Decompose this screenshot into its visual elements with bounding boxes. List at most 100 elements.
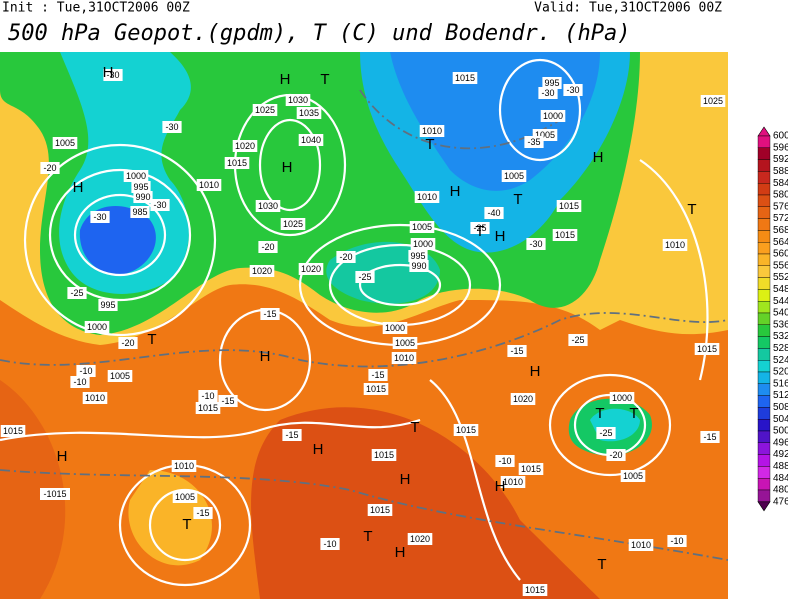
colorbar-label: 548 (773, 284, 788, 295)
isoline-label-box (224, 157, 250, 169)
colorbar-swatch (757, 241, 771, 255)
colorbar-swatch (757, 324, 771, 337)
isoline-label-box (470, 222, 490, 234)
isoline-label: -30 (106, 70, 119, 80)
colorbar: 6005965925885845805765725685645605565525… (757, 126, 788, 512)
isoline-label-box (408, 250, 428, 262)
isoline-label-box (320, 538, 340, 550)
isoline-label-box (382, 322, 408, 334)
isoline-label: 1035 (299, 108, 319, 118)
isoline-label-box (255, 200, 281, 212)
pressure-center: H (282, 159, 293, 176)
pressure-center: H (495, 228, 506, 245)
isoline-label: 1040 (301, 135, 321, 145)
isoline-label-box (123, 170, 149, 182)
isoline-label-box (409, 221, 435, 233)
isoline-label-box (507, 345, 527, 357)
isoline-label: 1015 (697, 344, 717, 354)
isoline-label-box (501, 170, 527, 182)
isoline-label-box (484, 207, 504, 219)
isoline-label: 1000 (612, 393, 632, 403)
isoline-label-box (232, 140, 258, 152)
isoline-label: -35 (527, 137, 540, 147)
pressure-center: H (495, 478, 506, 495)
isoline-label-box (107, 370, 133, 382)
isoline-label: -25 (571, 335, 584, 345)
isoline-label: 1000 (126, 171, 146, 181)
isoline-label: 1015 (525, 585, 545, 595)
isoline-label: -10 (79, 366, 92, 376)
isoline-label-box (628, 539, 654, 551)
colorbar-swatch (757, 489, 771, 503)
isoline-label-box (196, 179, 222, 191)
isoline-label: 1015 (366, 384, 386, 394)
pressure-center: T (410, 419, 419, 436)
isoline-label: 1025 (255, 105, 275, 115)
isoline-label-box (133, 191, 153, 203)
colorbar-label: 572 (773, 213, 788, 224)
isoline-label-box (260, 308, 280, 320)
isoline-label-box (67, 287, 87, 299)
isoline-label: -25 (70, 288, 83, 298)
isoline-label: -10 (498, 456, 511, 466)
colorbar-label: 504 (773, 414, 788, 425)
pressure-center: T (320, 71, 329, 88)
isoline-label-box (392, 337, 418, 349)
isoline-label-box (371, 449, 397, 461)
isoline-label: -25 (599, 428, 612, 438)
pressure-center: H (73, 179, 84, 196)
pressure-center: T (475, 223, 484, 240)
isoline-label-box (40, 488, 70, 500)
isoline-label-box (606, 449, 626, 461)
map-title: 500 hPa Geopot.(gpdm), T (C) und Bodendr… (8, 21, 631, 46)
isoline-label: -15 (196, 508, 209, 518)
colorbar-swatch (757, 301, 771, 314)
isoline-label: -20 (121, 338, 134, 348)
isoline-label-box (130, 206, 150, 218)
colorbar-swatch (757, 194, 771, 208)
isoline-label-box (131, 181, 151, 193)
isoline-label-box (162, 121, 182, 133)
isoline-label-box (171, 460, 197, 472)
isoline-label: 1020 (301, 264, 321, 274)
colorbar-label: 492 (773, 449, 788, 460)
isoline-label-box (510, 393, 536, 405)
isoline-label: 1010 (174, 461, 194, 471)
isoline-label: -30 (153, 200, 166, 210)
isoline-label: -20 (339, 252, 352, 262)
isoline-label: 1015 (198, 403, 218, 413)
colorbar-swatch (757, 454, 771, 467)
isoline-label-box (282, 429, 302, 441)
colorbar-label: 512 (773, 390, 788, 401)
isoline-label: 1000 (385, 323, 405, 333)
isoline-label-box (609, 392, 635, 404)
isoline-label-box (410, 238, 436, 250)
pressure-center: H (450, 183, 461, 200)
colorbar-swatch (757, 395, 771, 408)
pressure-center: H (395, 544, 406, 561)
pressure-center: T (182, 516, 191, 533)
isoline-label-box (620, 470, 646, 482)
pressure-center: H (313, 441, 324, 458)
isoline-label: 1000 (413, 239, 433, 249)
colorbar-swatch (757, 159, 771, 172)
isoline-label-box (700, 95, 726, 107)
isoline-label-box (568, 334, 588, 346)
isoline-label-box (667, 535, 687, 547)
isoline-label: 1005 (504, 171, 524, 181)
isoline-label-box (662, 239, 688, 251)
isoline-label-box (367, 504, 393, 516)
isoline-label: -15 (285, 430, 298, 440)
isoline-label: 990 (135, 192, 150, 202)
isoline-label: -30 (541, 88, 554, 98)
isoline-label: 995 (100, 300, 115, 310)
isoline-label: 1020 (235, 141, 255, 151)
colorbar-label: 596 (773, 142, 788, 153)
colorbar-swatch (757, 312, 771, 326)
colorbar-label: 560 (773, 249, 788, 260)
isoline-label-box (118, 337, 138, 349)
pressure-center: H (103, 64, 114, 81)
isoline-label: 1030 (288, 95, 308, 105)
isoline-label: 1005 (110, 371, 130, 381)
isoline-label: -20 (609, 450, 622, 460)
